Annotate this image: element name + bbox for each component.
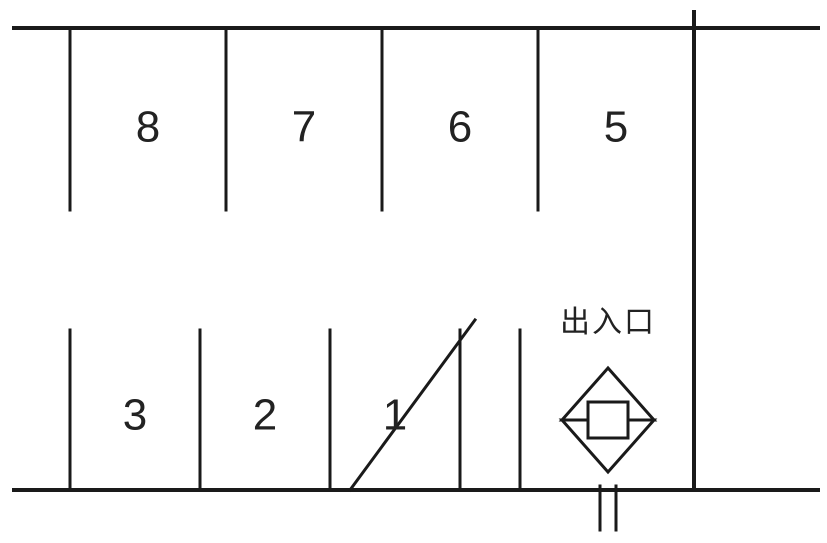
slot-label-2: 2 — [253, 391, 277, 440]
entrance-label: 出入口 — [560, 306, 656, 339]
slot-label-8: 8 — [136, 103, 160, 152]
slot-label-3: 3 — [123, 391, 147, 440]
entrance-arrow-down-icon — [562, 420, 654, 472]
slot-1-slash — [350, 320, 475, 490]
slot-label-5: 5 — [604, 103, 628, 152]
entrance-arrow-up-icon — [562, 368, 654, 420]
slot-label-6: 6 — [448, 103, 472, 152]
parking-floorplan: 8 7 6 5 3 2 1 出入口 — [0, 0, 827, 543]
slot-label-7: 7 — [292, 103, 316, 152]
slot-label-1: 1 — [383, 391, 407, 440]
